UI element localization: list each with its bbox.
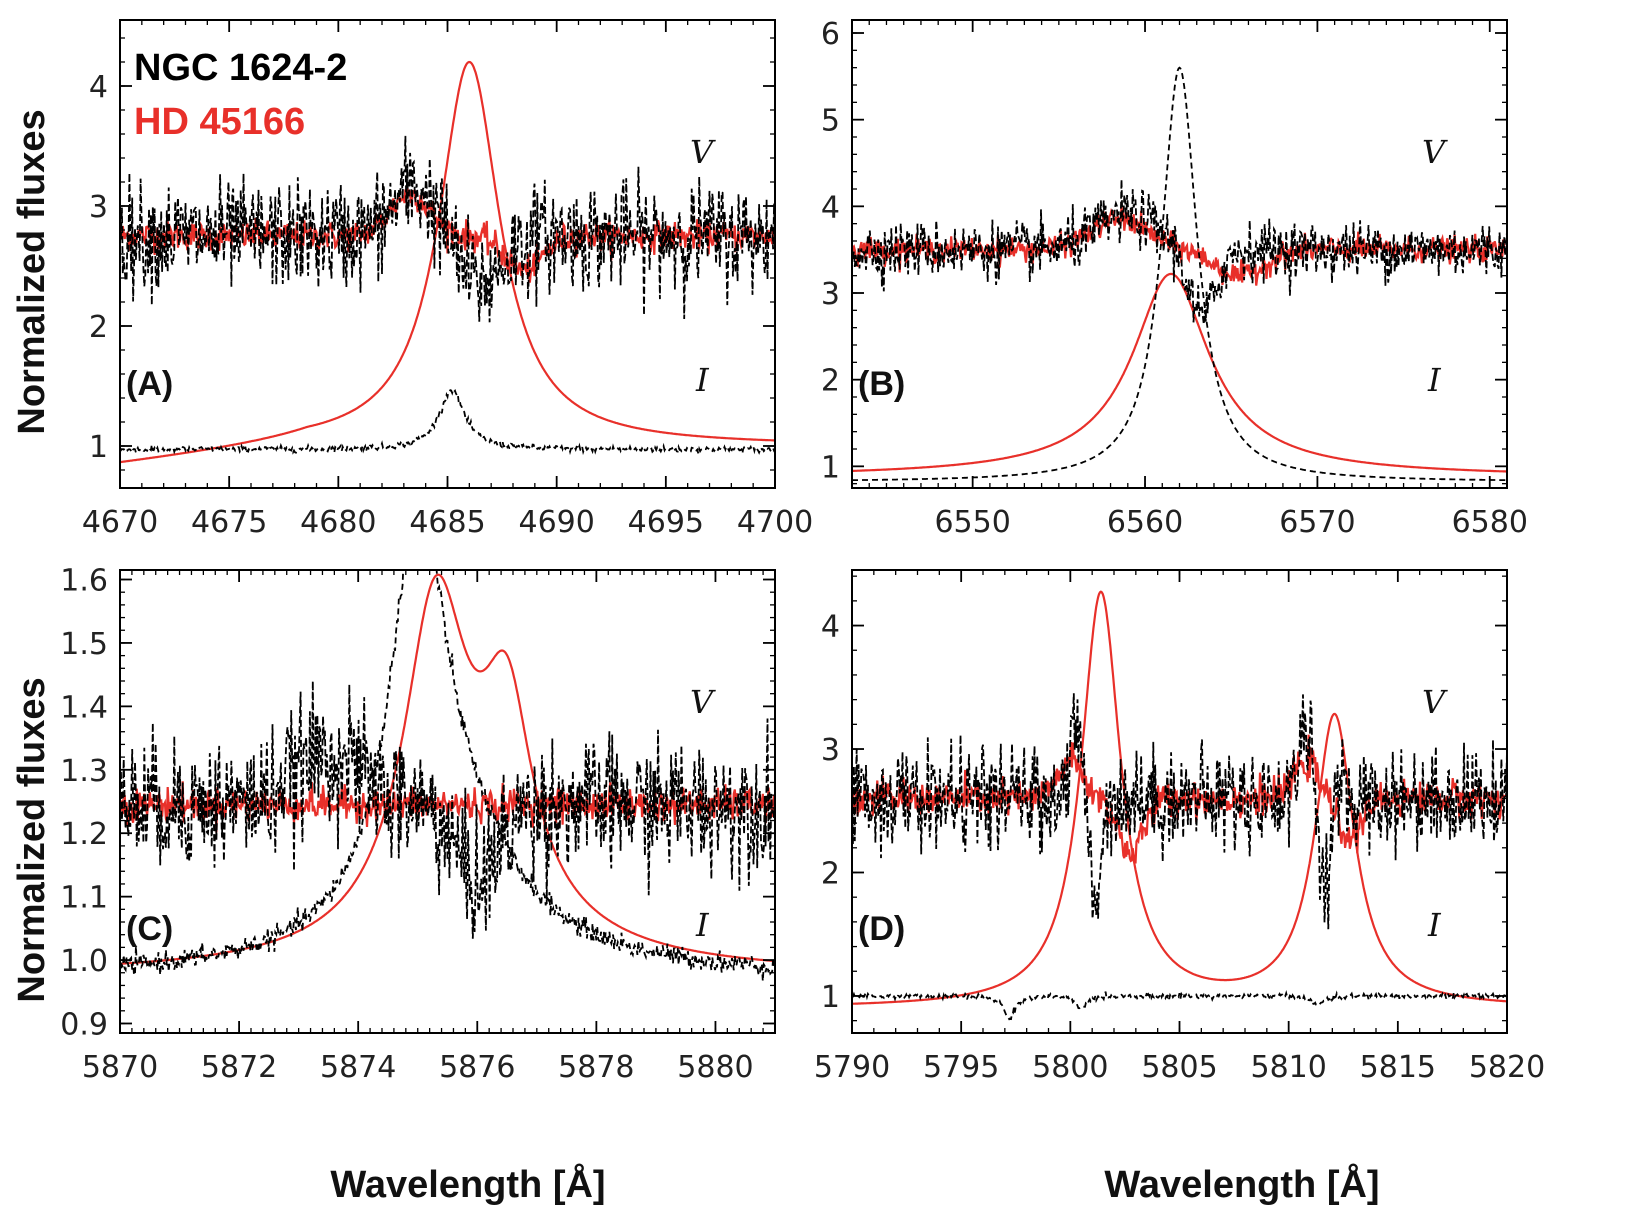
x-tick-label-a: 4690	[518, 505, 594, 540]
series-c-ngc-1624-2-v	[120, 680, 775, 939]
x-tick-label-b: 6550	[934, 505, 1010, 540]
x-tick-label-d: 5805	[1141, 1050, 1217, 1085]
x-tick-label-a: 4670	[82, 505, 158, 540]
y-tick-label-a: 3	[89, 190, 108, 225]
legend-ngc-1624-2: NGC 1624-2	[134, 47, 347, 89]
series-a-ngc-1624-2-i	[120, 387, 775, 457]
panel-label-a: (A)	[126, 365, 173, 403]
v-label-d: V	[1422, 683, 1448, 721]
series-d-ngc-1624-2-i	[852, 989, 1507, 1021]
i-label-d: I	[1427, 906, 1442, 944]
y-tick-label-c: 0.9	[60, 1007, 108, 1042]
panel-a: 4670 4675 4680 4685 4690 4695 4700 1 2 3 4 (A) V I	[82, 19, 813, 540]
series-a-hd-45166-i	[120, 60, 775, 464]
x-tick-label-b: 6560	[1107, 505, 1183, 540]
x-axis-title-right: Wavelength [Å]	[1104, 1162, 1379, 1206]
x-tick-label-d: 5795	[923, 1050, 999, 1085]
plot-area-c	[120, 570, 775, 982]
x-tick-label-c: 5874	[320, 1050, 396, 1085]
axes-frame-c	[119, 569, 776, 1034]
x-tick-label-d: 5800	[1032, 1050, 1108, 1085]
plot-area-d	[852, 590, 1507, 1021]
y-tick-label-c: 1.3	[60, 754, 108, 789]
series-b-hd-45166-i	[852, 272, 1507, 473]
x-tick-label-a: 4700	[737, 505, 813, 540]
series-c-hd-45166-i	[120, 573, 775, 965]
y-tick-label-b: 5	[821, 104, 840, 139]
y-tick-label-b: 2	[821, 364, 840, 399]
y-tick-label-a: 2	[89, 310, 108, 345]
y-tick-label-c: 1.5	[60, 627, 108, 662]
plot-area-a	[120, 60, 775, 464]
series-a-ngc-1624-2-v	[120, 135, 775, 323]
y-tick-label-c: 1.4	[60, 690, 108, 725]
x-tick-label-a: 4685	[409, 505, 485, 540]
x-tick-label-c: 5876	[439, 1050, 515, 1085]
x-tick-label-c: 5870	[82, 1050, 158, 1085]
i-label-b: I	[1427, 361, 1442, 399]
y-tick-label-b: 1	[821, 450, 840, 485]
plot-area-b	[852, 66, 1507, 482]
y-tick-label-d: 2	[821, 856, 840, 891]
y-tick-label-b: 4	[821, 190, 840, 225]
i-label-a: I	[695, 361, 710, 399]
panel-label-c: (C)	[126, 910, 173, 948]
v-label-b: V	[1422, 133, 1448, 171]
series-b-ngc-1624-2-v	[852, 179, 1507, 325]
y-tick-label-c: 1.2	[60, 817, 108, 852]
series-b-ngc-1624-2-i	[852, 66, 1507, 482]
x-tick-label-b: 6580	[1452, 505, 1528, 540]
x-tick-label-d: 5810	[1250, 1050, 1326, 1085]
v-label-a: V	[690, 133, 716, 171]
legend-hd-45166: HD 45166	[134, 101, 305, 143]
y-tick-label-c: 1.0	[60, 944, 108, 979]
panel-c: 5870 5872 5874 5876 5878 5880 0.9 1.0 1.1 1.2 1.3 1…	[60, 564, 776, 1085]
y-tick-label-b: 3	[821, 277, 840, 312]
series-d-hd-45166-i	[852, 590, 1507, 1005]
y-axis-title-top: Normalized fluxes	[11, 109, 53, 434]
x-tick-label-a: 4695	[628, 505, 704, 540]
x-tick-label-a: 4675	[191, 505, 267, 540]
y-axis-title-bottom: Normalized fluxes	[11, 677, 53, 1002]
x-axis-title-left: Wavelength [Å]	[330, 1162, 605, 1206]
y-tick-label-a: 4	[89, 70, 108, 105]
y-tick-label-c: 1.1	[60, 881, 108, 916]
x-tick-label-c: 5880	[677, 1050, 753, 1085]
v-label-c: V	[690, 683, 716, 721]
y-tick-label-d: 1	[821, 980, 840, 1015]
x-tick-label-d: 5820	[1469, 1050, 1545, 1085]
y-tick-label-d: 3	[821, 733, 840, 768]
x-tick-label-b: 6570	[1279, 505, 1355, 540]
series-c-ngc-1624-2-i	[120, 570, 775, 982]
panel-label-b: (B)	[858, 365, 905, 403]
series-d-ngc-1624-2-v	[852, 693, 1507, 930]
x-tick-label-d: 5790	[814, 1050, 890, 1085]
x-tick-label-d: 5815	[1360, 1050, 1436, 1085]
x-tick-label-c: 5878	[558, 1050, 634, 1085]
x-tick-label-c: 5872	[201, 1050, 277, 1085]
panel-d: 5790 5795 5800 5805 5810 5815 5820 1 2 3 4 (D) V I	[814, 569, 1545, 1085]
x-tick-label-a: 4680	[300, 505, 376, 540]
panel-label-d: (D)	[858, 910, 905, 948]
panel-b: 6550 6560 6570 6580 1 2 3 4 5 6 (B) V I	[821, 17, 1528, 540]
y-tick-label-c: 1.6	[60, 564, 108, 599]
y-tick-label-a: 1	[89, 430, 108, 465]
i-label-c: I	[695, 906, 710, 944]
y-tick-label-b: 6	[821, 17, 840, 52]
y-tick-label-d: 4	[821, 610, 840, 645]
